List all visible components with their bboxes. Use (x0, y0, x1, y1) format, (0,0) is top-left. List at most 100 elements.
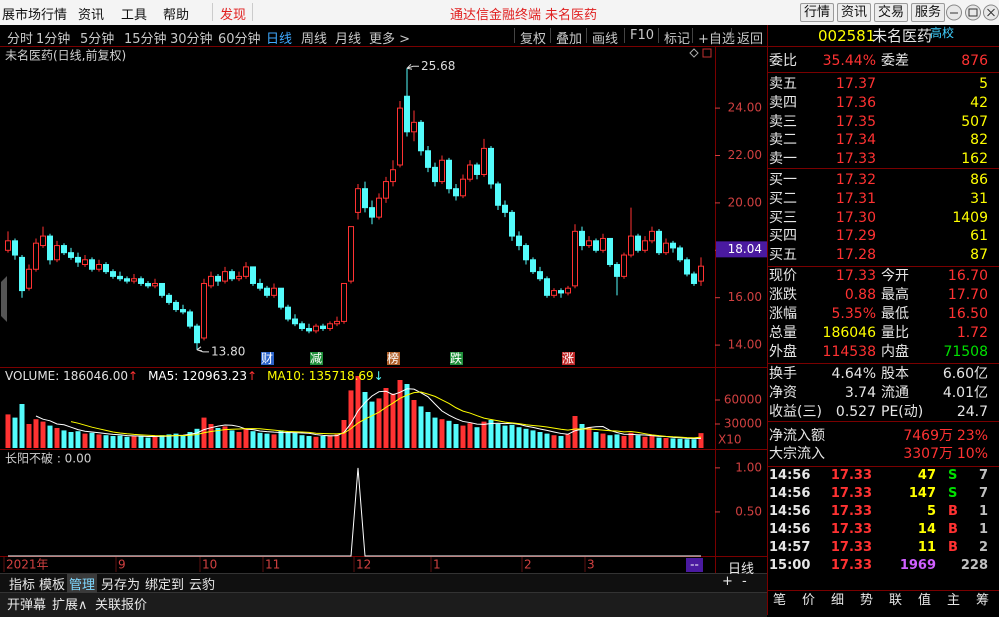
bottom-tab[interactable]: 管理 (67, 574, 98, 593)
zoom-button[interactable]: - (742, 574, 747, 589)
quote-cell: 高校 (930, 26, 955, 40)
period-tab[interactable]: 分时 (7, 32, 34, 47)
period-tab[interactable]: 60分钟 (218, 32, 261, 47)
bottom-tab[interactable]: 模板 (39, 578, 66, 593)
candle-body (292, 318, 298, 325)
volume-bar (194, 428, 200, 448)
bottom-tab[interactable]: 云豹 (189, 578, 216, 593)
max-label: 25.68 (421, 59, 455, 73)
divider (731, 28, 732, 43)
chart-background (0, 46, 767, 573)
period-label: 日线 (728, 562, 755, 577)
period-tab[interactable]: 1分钟 (36, 32, 71, 47)
volume-bar (684, 439, 690, 448)
quote-tab[interactable]: 势 (860, 593, 874, 608)
bottom-tab[interactable]: 指标 (9, 578, 36, 593)
chart-icon[interactable] (689, 48, 699, 58)
period-tab[interactable]: 15分钟 (124, 32, 167, 47)
window-controls (946, 4, 999, 21)
candle-body (236, 275, 242, 280)
period-tab[interactable]: 更多 > (369, 32, 411, 47)
quote-cell: B (948, 540, 958, 555)
menu-item[interactable]: 帮助 (163, 8, 190, 23)
candle-body (481, 147, 487, 175)
quote-tab[interactable]: 笔 (773, 593, 787, 608)
candle-body (117, 275, 123, 280)
period-tab[interactable]: 日线 (266, 32, 293, 47)
quote-tab[interactable]: 联 (889, 593, 903, 608)
toolbar-action[interactable]: 叠加 (556, 32, 583, 47)
quote-cell: 14:56 (769, 468, 811, 483)
bottom-tab[interactable]: 扩展∧ (52, 598, 88, 613)
maximize-button[interactable] (965, 4, 981, 21)
candle-body (327, 323, 333, 330)
quote-cell: 0.527 (835, 403, 876, 420)
candle-body (180, 309, 186, 313)
menu-button[interactable]: 服务 (911, 3, 946, 22)
bottom-tab[interactable]: 开弹幕 (7, 598, 47, 613)
candle-body (453, 188, 459, 197)
candle-body (110, 271, 116, 277)
volume-bar (145, 437, 151, 448)
period-tab[interactable]: 5分钟 (80, 32, 115, 47)
candle-body (355, 188, 361, 213)
volume-bar (166, 434, 172, 448)
quote-tab[interactable]: 筹 (976, 593, 990, 608)
bottom-tab[interactable]: 绑定到 (145, 578, 185, 593)
toolbar-action[interactable]: 标记 (664, 32, 691, 47)
period-tab[interactable]: 月线 (335, 32, 362, 47)
bottom-tab[interactable]: 关联报价 (95, 598, 148, 613)
side-handle[interactable] (1, 276, 7, 322)
toolbar-action[interactable]: F10 (630, 28, 655, 43)
quote-cell: 大宗流入 (769, 446, 825, 462)
quote-cell: 未名医药 (872, 27, 933, 45)
volume-bar (117, 435, 123, 448)
quote-tab[interactable]: 细 (831, 593, 845, 608)
toolbar-action[interactable]: 画线 (592, 32, 619, 47)
toolbar-action[interactable]: +自选 (698, 32, 735, 47)
event-label: 榜 (387, 351, 399, 366)
candle-body (208, 275, 214, 287)
quote-cell: 87 (970, 247, 988, 264)
volume-bar (607, 435, 613, 448)
divider (658, 28, 659, 43)
menu-item[interactable]: 展市场行情 (2, 8, 68, 23)
bottom-tab[interactable]: 另存为 (101, 578, 141, 593)
candle-body (698, 265, 704, 282)
menu-button[interactable]: 资讯 (837, 3, 872, 22)
period-tab[interactable]: 周线 (301, 32, 328, 47)
icon (968, 8, 978, 17)
volume-bar (698, 433, 704, 448)
candle-body (47, 235, 53, 261)
volume-bar (12, 417, 18, 448)
quote-tab[interactable]: 价 (802, 593, 816, 608)
menu-item[interactable]: 资讯 (78, 8, 105, 23)
menu-button[interactable]: 行情 (800, 3, 835, 22)
candle-body (425, 150, 431, 168)
volume-bar (82, 433, 88, 448)
volume-bar (187, 432, 193, 448)
zoom-button[interactable]: + (722, 574, 733, 589)
quote-tab[interactable]: 值 (918, 593, 932, 608)
divider (550, 28, 551, 43)
quote-tab[interactable]: 主 (947, 593, 961, 608)
quote-cell: 17.33 (830, 486, 872, 501)
menu-item[interactable]: 工具 (121, 8, 148, 23)
period-tab[interactable]: 30分钟 (170, 32, 213, 47)
volume-bar (271, 434, 277, 448)
event-label: 财 (261, 352, 273, 366)
volume-bar (68, 432, 74, 448)
quote-cell: 5.35% (831, 306, 876, 322)
toolbar-action[interactable]: 返回 (737, 32, 764, 47)
toolbar-action[interactable]: 复权 (520, 32, 547, 47)
chart-icon[interactable] (702, 48, 712, 58)
volume-bar (404, 384, 410, 448)
quote-cell: 14:56 (769, 486, 811, 501)
candle-body (96, 264, 102, 270)
menu-button[interactable]: 交易 (874, 3, 909, 22)
menu-item[interactable]: 发现 (220, 8, 247, 23)
candle-body (663, 242, 669, 254)
candle-body (285, 306, 291, 320)
candle-body (390, 169, 396, 183)
divider (586, 28, 587, 43)
